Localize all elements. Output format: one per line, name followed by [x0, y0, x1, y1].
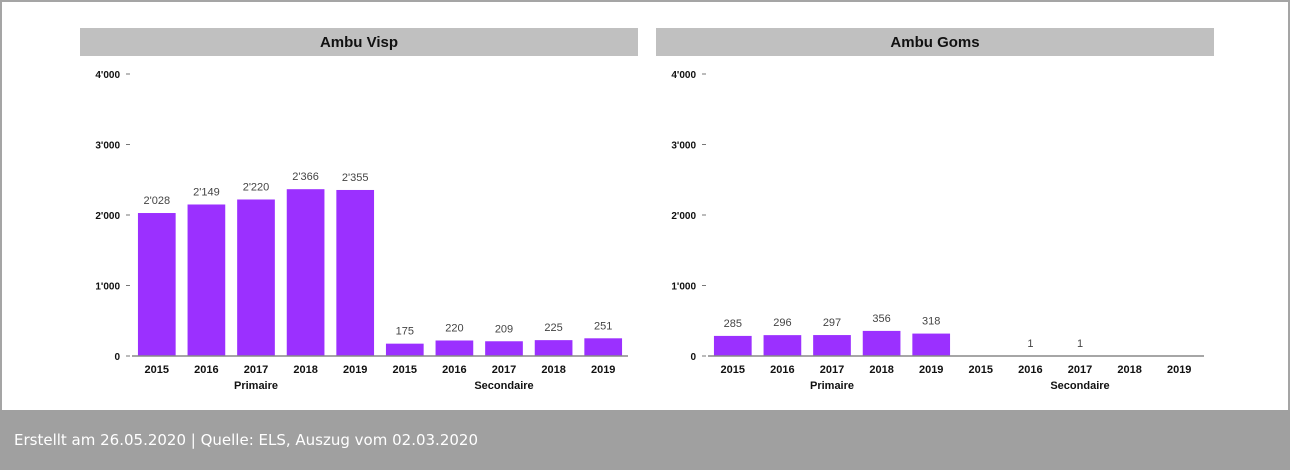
y-tick-label: 3'000 — [671, 141, 696, 152]
bar — [584, 338, 623, 356]
bar — [813, 335, 851, 356]
data-label: 318 — [922, 316, 940, 328]
data-label: 285 — [724, 318, 742, 330]
data-label: 2'366 — [292, 171, 319, 183]
x-tick-label: 2016 — [1018, 364, 1042, 376]
x-tick-label: 2018 — [869, 364, 893, 376]
group-label: Primaire — [810, 380, 854, 392]
data-label: 2'028 — [144, 195, 171, 207]
data-label: 209 — [495, 323, 513, 335]
bar — [485, 341, 523, 356]
x-tick-label: 2019 — [591, 364, 615, 376]
data-label: 297 — [823, 317, 841, 329]
x-tick-label: 2017 — [244, 364, 268, 376]
group-label: Primaire — [234, 380, 278, 392]
data-label: 225 — [544, 322, 562, 334]
data-label: 2'355 — [342, 172, 369, 184]
y-tick-label: 2'000 — [671, 211, 696, 222]
x-tick-label: 2016 — [442, 364, 466, 376]
footer-caption: Erstellt am 26.05.2020 | Quelle: ELS, Au… — [14, 431, 478, 449]
y-tick-label: 0 — [690, 352, 696, 363]
footer-bar: Erstellt am 26.05.2020 | Quelle: ELS, Au… — [0, 410, 1290, 470]
chart-title-bar — [656, 28, 1214, 56]
bar — [435, 340, 474, 356]
y-tick-label: 1'000 — [95, 282, 120, 293]
chart-panel-0: Ambu Visp 0 1'000 2'000 3'000 4'000 2'028 2015 2… — [80, 28, 638, 392]
x-tick-label: 2018 — [1117, 364, 1141, 376]
bar — [763, 335, 802, 356]
y-tick-label: 2'000 — [95, 211, 120, 222]
x-tick-label: 2015 — [145, 364, 169, 376]
bar — [534, 340, 573, 356]
x-tick-label: 2019 — [1167, 364, 1191, 376]
data-label: 2'149 — [193, 186, 220, 198]
chart-title: Ambu Visp — [320, 34, 398, 51]
group-label: Secondaire — [474, 380, 533, 392]
x-tick-label: 2019 — [919, 364, 943, 376]
bar — [187, 204, 226, 356]
charts-svg: Ambu Visp 0 1'000 2'000 3'000 4'000 2'028 2015 2… — [80, 28, 1214, 392]
group-label: Secondaire — [1050, 380, 1109, 392]
x-tick-label: 2016 — [770, 364, 794, 376]
chart-title: Ambu Goms — [890, 34, 979, 51]
x-tick-label: 2019 — [343, 364, 367, 376]
data-label: 251 — [594, 320, 612, 332]
x-tick-label: 2015 — [969, 364, 993, 376]
chart-panel-1: Ambu Goms 0 1'000 2'000 3'000 4'000 285 2015 296… — [656, 28, 1214, 392]
x-tick-label: 2016 — [194, 364, 218, 376]
bar — [137, 213, 176, 356]
charts-area: Ambu Visp 0 1'000 2'000 3'000 4'000 2'028 2015 2… — [0, 0, 1290, 410]
data-label: 175 — [396, 326, 414, 338]
x-tick-label: 2017 — [1068, 364, 1092, 376]
bar — [385, 343, 424, 356]
data-label: 296 — [773, 317, 791, 329]
y-tick-label: 0 — [114, 352, 120, 363]
data-label: 1 — [1027, 338, 1033, 350]
y-tick-label: 3'000 — [95, 141, 120, 152]
x-tick-label: 2018 — [541, 364, 565, 376]
data-label: 1 — [1077, 338, 1083, 350]
bar — [286, 189, 325, 356]
x-tick-label: 2018 — [293, 364, 317, 376]
bar — [862, 330, 901, 356]
x-tick-label: 2017 — [820, 364, 844, 376]
y-tick-label: 4'000 — [95, 70, 120, 81]
x-tick-label: 2015 — [721, 364, 745, 376]
bar — [713, 335, 752, 356]
bar — [336, 189, 375, 356]
data-label: 220 — [445, 322, 463, 334]
bar — [912, 333, 951, 356]
y-tick-label: 4'000 — [671, 70, 696, 81]
x-tick-label: 2017 — [492, 364, 516, 376]
data-label: 2'220 — [243, 181, 270, 193]
data-label: 356 — [872, 313, 890, 325]
chart-title-bar — [80, 28, 638, 56]
bar — [237, 199, 275, 356]
x-tick-label: 2015 — [393, 364, 417, 376]
y-tick-label: 1'000 — [671, 282, 696, 293]
